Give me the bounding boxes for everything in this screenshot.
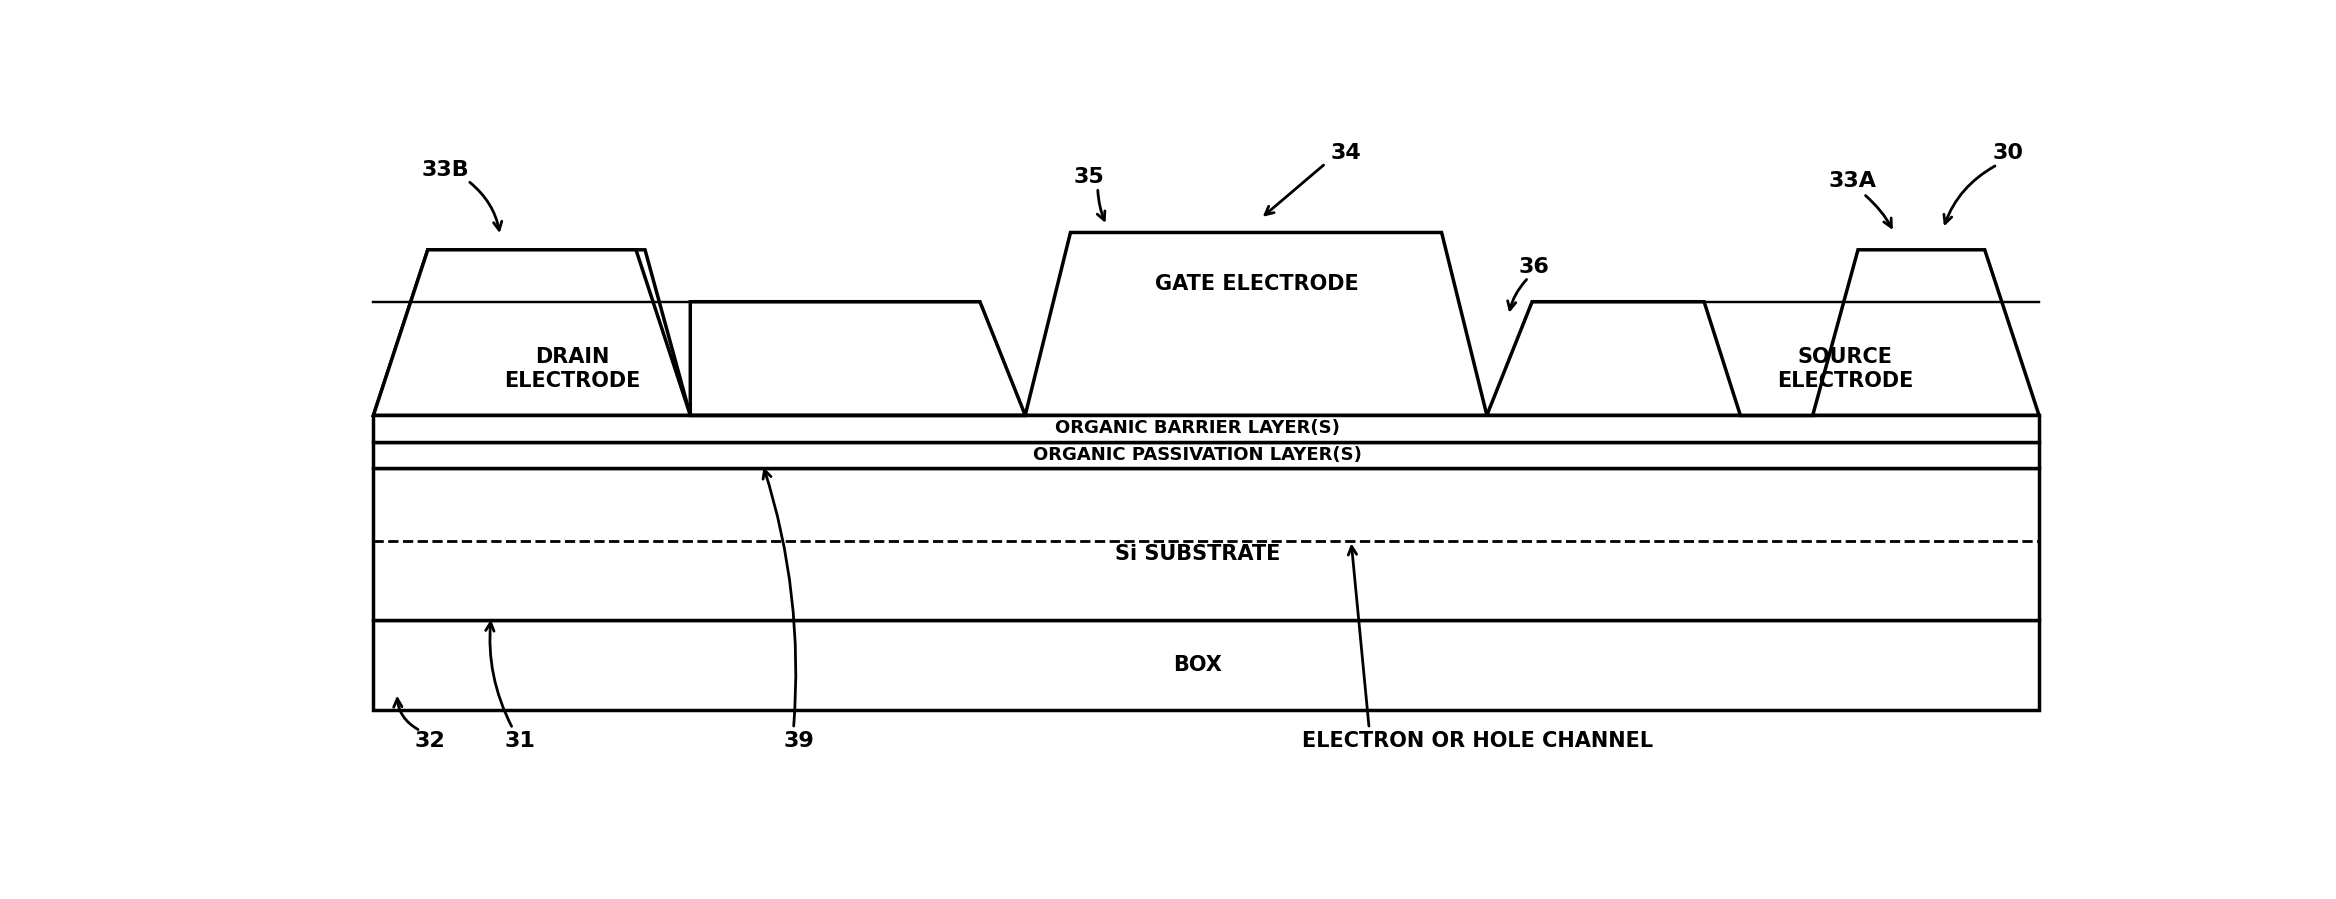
Text: 31: 31	[505, 731, 535, 752]
Text: Si SUBSTRATE: Si SUBSTRATE	[1114, 545, 1280, 565]
Text: 32: 32	[413, 731, 444, 752]
Polygon shape	[374, 250, 691, 415]
Polygon shape	[374, 467, 2039, 620]
Polygon shape	[691, 302, 1026, 415]
Text: 30: 30	[1993, 143, 2023, 163]
Text: ELECTRON OR HOLE CHANNEL: ELECTRON OR HOLE CHANNEL	[1301, 731, 1654, 752]
Text: BOX: BOX	[1173, 655, 1222, 675]
Text: ELECTRODE: ELECTRODE	[505, 371, 640, 391]
Polygon shape	[374, 250, 691, 415]
Text: ORGANIC BARRIER LAYER(S): ORGANIC BARRIER LAYER(S)	[1056, 419, 1339, 438]
Polygon shape	[1026, 233, 1486, 415]
Text: 33B: 33B	[423, 160, 470, 180]
Text: 39: 39	[783, 731, 815, 752]
Text: 36: 36	[1518, 257, 1549, 277]
Polygon shape	[374, 441, 2039, 467]
Text: 34: 34	[1329, 143, 1362, 163]
Text: 35: 35	[1072, 167, 1105, 187]
Text: ELECTRODE: ELECTRODE	[1778, 371, 1913, 391]
Polygon shape	[374, 415, 2039, 441]
Text: 33A: 33A	[1829, 171, 1876, 191]
Text: SOURCE: SOURCE	[1799, 347, 1892, 367]
Text: GATE ELECTRODE: GATE ELECTRODE	[1154, 274, 1360, 294]
Polygon shape	[1486, 302, 1740, 415]
Text: DRAIN: DRAIN	[535, 347, 610, 367]
Polygon shape	[1813, 250, 2039, 415]
Polygon shape	[374, 620, 2039, 710]
Text: ORGANIC PASSIVATION LAYER(S): ORGANIC PASSIVATION LAYER(S)	[1033, 446, 1362, 464]
